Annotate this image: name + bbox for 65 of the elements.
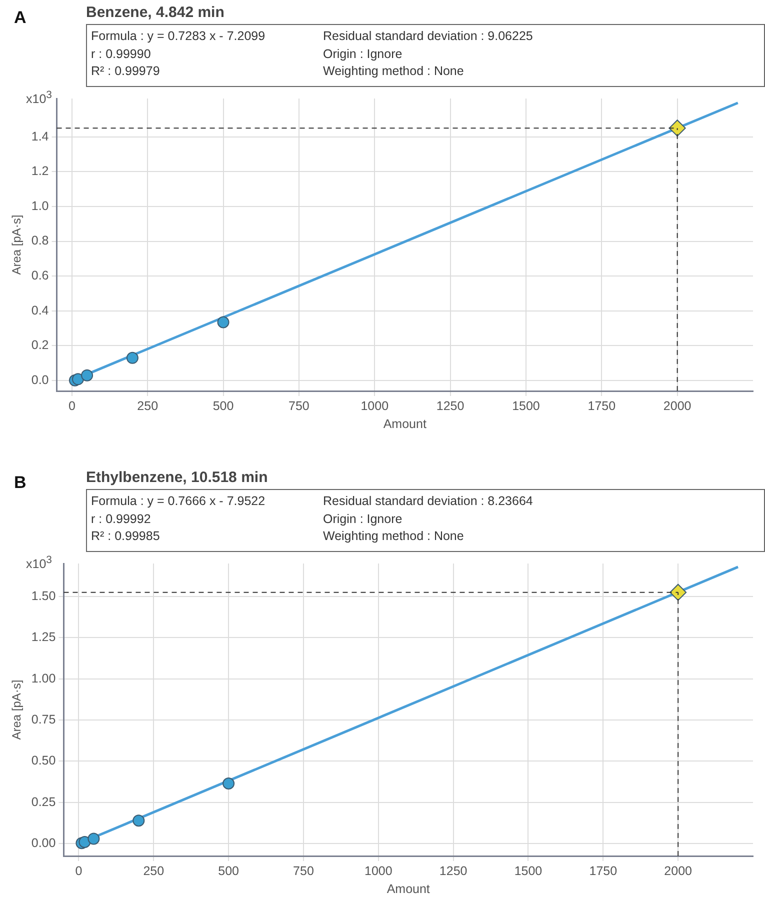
- point: [668, 120, 686, 137]
- x-tick-label: 500: [212, 398, 234, 413]
- x-tick-label: 1750: [588, 398, 616, 413]
- y-tick-label: 1.00: [31, 671, 56, 686]
- text: x10$^{3}$: [26, 90, 52, 106]
- y-tick-label: 0.00: [31, 836, 56, 850]
- x-axis-title: Amount: [383, 416, 427, 431]
- x-tick-label: 500: [218, 864, 240, 878]
- point: [81, 369, 94, 382]
- y-tick-label: 1.50: [31, 588, 56, 603]
- x-tick-label: 250: [137, 398, 158, 413]
- text: r : 0.99992: [91, 512, 151, 526]
- x-tick-label: 750: [288, 398, 310, 413]
- y-tick-label: 0.25: [31, 794, 56, 809]
- x-axis-title: Amount: [386, 882, 430, 896]
- point: [88, 832, 100, 845]
- point: [72, 373, 84, 386]
- x-tick-label: 2000: [663, 398, 692, 413]
- y-tick-label: 0.4: [31, 303, 49, 318]
- y-tick-label: 0.2: [31, 338, 49, 352]
- text: Origin : Ignore: [323, 46, 402, 60]
- x-tick-label: 0: [75, 864, 82, 878]
- y-tick-label: 0.0: [31, 373, 49, 388]
- x-tick-label: 0: [68, 398, 76, 413]
- chart-title: Benzene, 4.842 min: [86, 4, 224, 21]
- text: B: [14, 473, 26, 493]
- text: Residual standard deviation : 9.06225: [323, 29, 533, 43]
- text: Formula : y = 0.7666 x - 7.9522: [91, 494, 266, 508]
- x-tick-label: 250: [143, 864, 164, 878]
- chart-title: Ethylbenzene, 10.518 min: [86, 469, 268, 486]
- point: [217, 316, 230, 328]
- y-axis-title: Area [pA·s]: [10, 214, 24, 275]
- text: x10$^{3}$: [26, 555, 52, 572]
- x-tick-label: 1250: [436, 398, 464, 413]
- x-tick-label: 1500: [512, 398, 540, 413]
- text: Weighting method : None: [323, 529, 464, 543]
- y-tick-label: 0.6: [31, 268, 49, 283]
- y-tick-label: 1.25: [31, 630, 56, 644]
- y-axis-title: Area [pA·s]: [10, 680, 24, 740]
- text: R² : 0.99985: [91, 529, 160, 543]
- y-tick-label: 0.8: [31, 234, 49, 248]
- text: Origin : Ignore: [323, 512, 402, 526]
- y-tick-label: 0.75: [31, 712, 56, 726]
- y-tick-label: 1.0: [31, 198, 49, 213]
- x-tick-label: 1000: [360, 398, 389, 413]
- point: [132, 814, 145, 827]
- text: r : 0.99990: [91, 46, 151, 60]
- x-tick-label: 1000: [364, 864, 392, 878]
- x-tick-label: 1500: [514, 864, 542, 878]
- text: Weighting method : None: [323, 64, 464, 78]
- point: [78, 836, 91, 848]
- text: Residual standard deviation : 8.23664: [323, 494, 533, 508]
- point: [222, 777, 235, 790]
- y-tick-label: 1.4: [31, 129, 49, 144]
- y-tick-label: 1.2: [31, 164, 49, 178]
- text: Formula : y = 0.7283 x - 7.2099: [91, 29, 266, 43]
- x-tick-label: 750: [293, 864, 314, 878]
- x-tick-label: 2000: [664, 864, 692, 878]
- text: A: [14, 8, 26, 28]
- point: [670, 584, 687, 601]
- y-tick-label: 0.50: [31, 754, 56, 768]
- text: R² : 0.99979: [91, 64, 160, 78]
- point: [126, 352, 138, 364]
- x-tick-label: 1250: [439, 864, 468, 878]
- x-tick-label: 1750: [589, 864, 618, 878]
